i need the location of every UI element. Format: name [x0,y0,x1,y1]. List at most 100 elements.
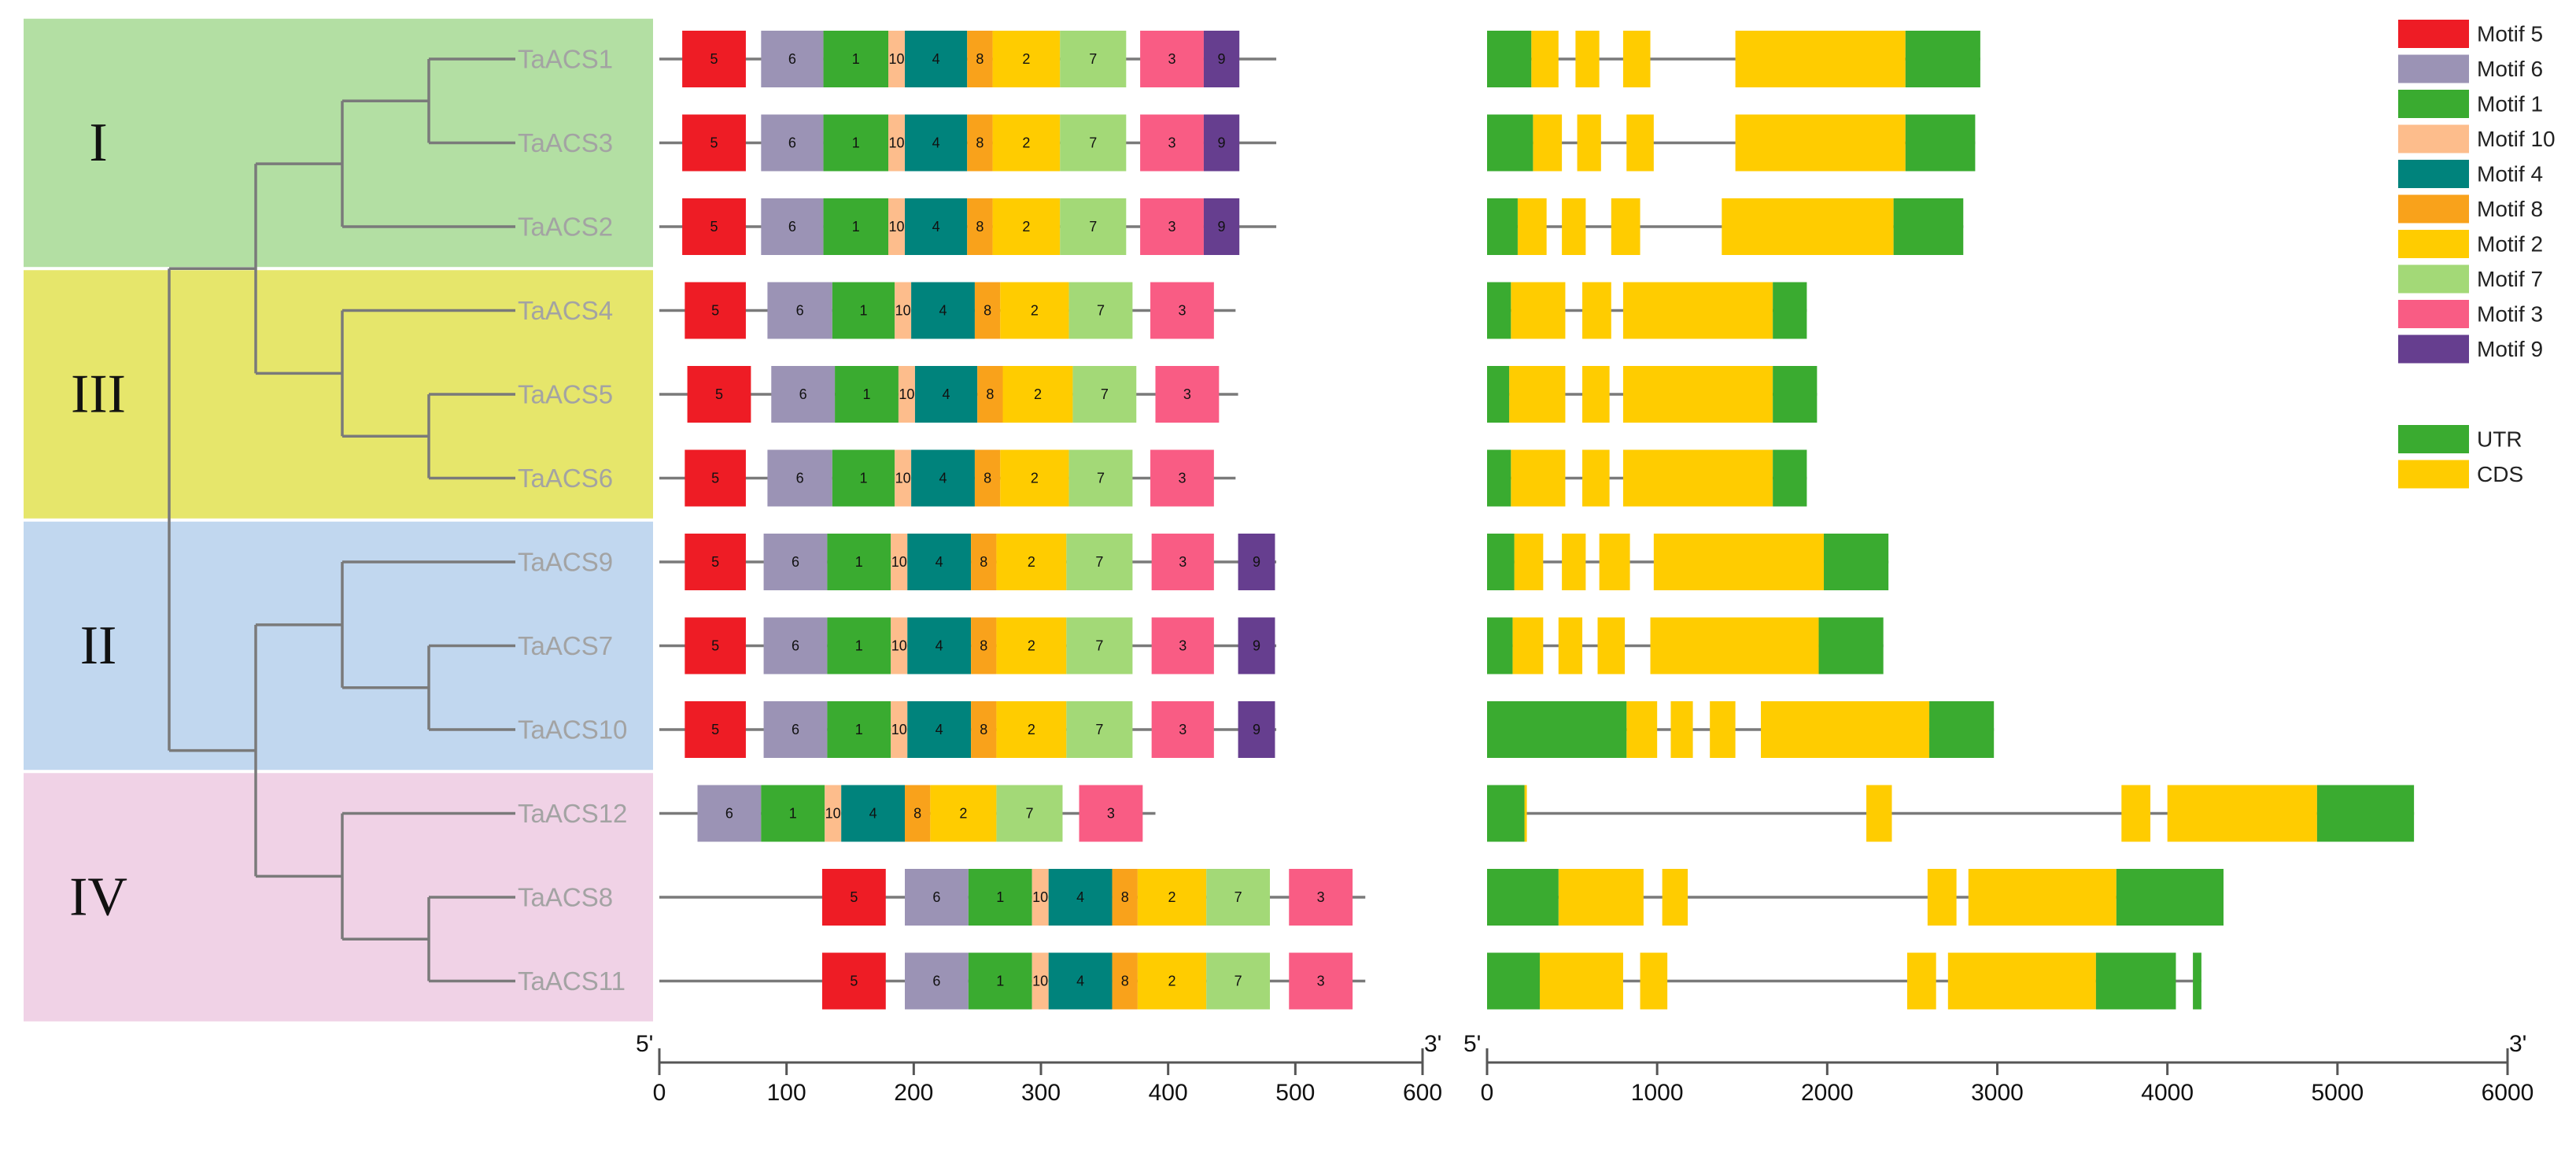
motif-number-8: 8 [980,554,987,570]
legend-swatch [2398,264,2469,294]
motif-box-2 [1137,952,1207,1010]
phylogenetic-tree [168,57,515,983]
motif-number-6: 6 [792,722,799,737]
utr-block [1487,617,1513,674]
legend-item-motif-2: Motif 2 [2398,230,2543,258]
motif-number-10: 10 [825,806,841,822]
motif-number-9: 9 [1253,638,1260,654]
motif-box-4 [1048,869,1113,926]
motif-tick-label: 300 [1021,1080,1061,1106]
motif-number-3: 3 [1179,722,1187,737]
utr-block [1487,366,1510,423]
motif-number-10: 10 [1032,974,1048,989]
utr-block [1487,114,1533,172]
motif-box-9 [1203,31,1240,87]
motif-number-7: 7 [1097,471,1105,486]
gene-label-TaACS8: TaACS8 [518,883,613,912]
motif-box-2 [1002,366,1073,423]
motif-box-5 [821,952,886,1010]
motif-number-7: 7 [1095,722,1103,737]
motif-box-3 [1150,282,1214,339]
motif-number-9: 9 [1253,554,1260,570]
utr-block [1824,534,1889,590]
legend-label: Motif 5 [2477,22,2543,46]
motif-box-2 [992,31,1061,87]
clade-label-II: II [80,615,117,676]
motif-box-6 [763,617,828,674]
motif-box-1 [823,31,888,87]
motif-number-2: 2 [959,806,967,822]
motif-number-3: 3 [1168,51,1176,67]
motif-number-7: 7 [1095,638,1103,654]
utr-block [1773,282,1807,339]
motif-number-5: 5 [850,889,858,905]
cds-block [1662,869,1688,926]
legend-label: Motif 1 [2477,92,2543,116]
legend-swatch [2398,160,2469,188]
legend-label: Motif 6 [2477,57,2543,81]
motif-box-1 [827,701,891,758]
cds-block [1670,701,1693,758]
motif-number-6: 6 [796,471,804,486]
legend-label: Motif 3 [2477,302,2543,327]
motif-row-TaACS9: 5 6 1 10 4 8 2 7 3 9 [659,534,1277,590]
motif-box-4 [1048,952,1113,1010]
motif-number-2: 2 [1031,471,1039,486]
legend-swatch [2398,230,2469,258]
motif-box-3 [1151,534,1214,590]
motif-number-4: 4 [939,303,947,319]
gene-labels: TaACS1 TaACS3 TaACS2 TaACS4 TaACS5 TaACS6 TaAC… [518,45,627,996]
motif-box-3 [1151,701,1214,758]
gene-structure-row-TaACS10 [1487,701,1995,758]
motif-number-8: 8 [1121,889,1129,905]
motif-box-2 [1000,282,1069,339]
utr-block [1893,198,1964,255]
legend-item-motif-5: Motif 5 [2398,20,2543,48]
motif-number-4: 4 [936,722,943,737]
motif-box-6 [761,31,824,87]
motif-number-5: 5 [850,974,858,989]
motif-box-10 [888,114,906,172]
motif-number-8: 8 [913,806,921,822]
cds-block [1927,869,1957,926]
motif-number-8: 8 [984,303,991,319]
motif-row-TaACS10: 5 6 1 10 4 8 2 7 3 9 [659,701,1277,758]
motif-number-9: 9 [1218,51,1226,67]
motif-number-1: 1 [852,135,860,151]
gene-label-TaACS3: TaACS3 [518,128,613,157]
cds-block [1626,114,1654,172]
cds-block [1575,31,1600,87]
motif-number-2: 2 [1168,974,1176,989]
motif-row-TaACS5: 5 6 1 10 4 8 2 7 3 [659,366,1238,423]
motif-box-8 [967,31,993,87]
motif-number-3: 3 [1317,974,1325,989]
motif-number-1: 1 [863,386,871,402]
motif-box-3 [1140,114,1204,172]
motif-number-6: 6 [796,303,804,319]
motif-tick-label: 0 [653,1080,666,1106]
cds-block [1735,114,1906,172]
utr-block [1487,785,1525,842]
gene-structure-row-TaACS1 [1487,31,1980,87]
motif-number-6: 6 [932,974,940,989]
motif-box-10 [895,449,912,507]
cds-block [1540,952,1623,1010]
legend-label: Motif 7 [2477,267,2543,291]
motif-number-7: 7 [1089,51,1097,67]
motif-box-4 [905,114,968,172]
gene-structure-row-TaACS2 [1487,198,1964,255]
motif-number-2: 2 [1022,51,1030,67]
utr-block [1773,366,1818,423]
clade-label-IV: IV [69,867,127,928]
cds-block [1622,282,1773,339]
motif-box-1 [968,952,1032,1010]
gene-tick-label: 1000 [1631,1080,1684,1106]
motif-box-7 [1066,617,1133,674]
utr-block [1487,869,1559,926]
cds-block [1511,449,1566,507]
motif-number-7: 7 [1234,889,1242,905]
motif-box-7 [1072,366,1137,423]
motif-panel: 5 6 1 10 4 8 2 7 3 9 5 6 1 10 4 8 2 7 3 9 5 6 1 10 4 8 2 7 3 9 5 6 1 10 4 8… [659,31,1366,1010]
clade-background-IV [24,773,653,1022]
gene-structure-row-TaACS11 [1487,952,2201,1010]
